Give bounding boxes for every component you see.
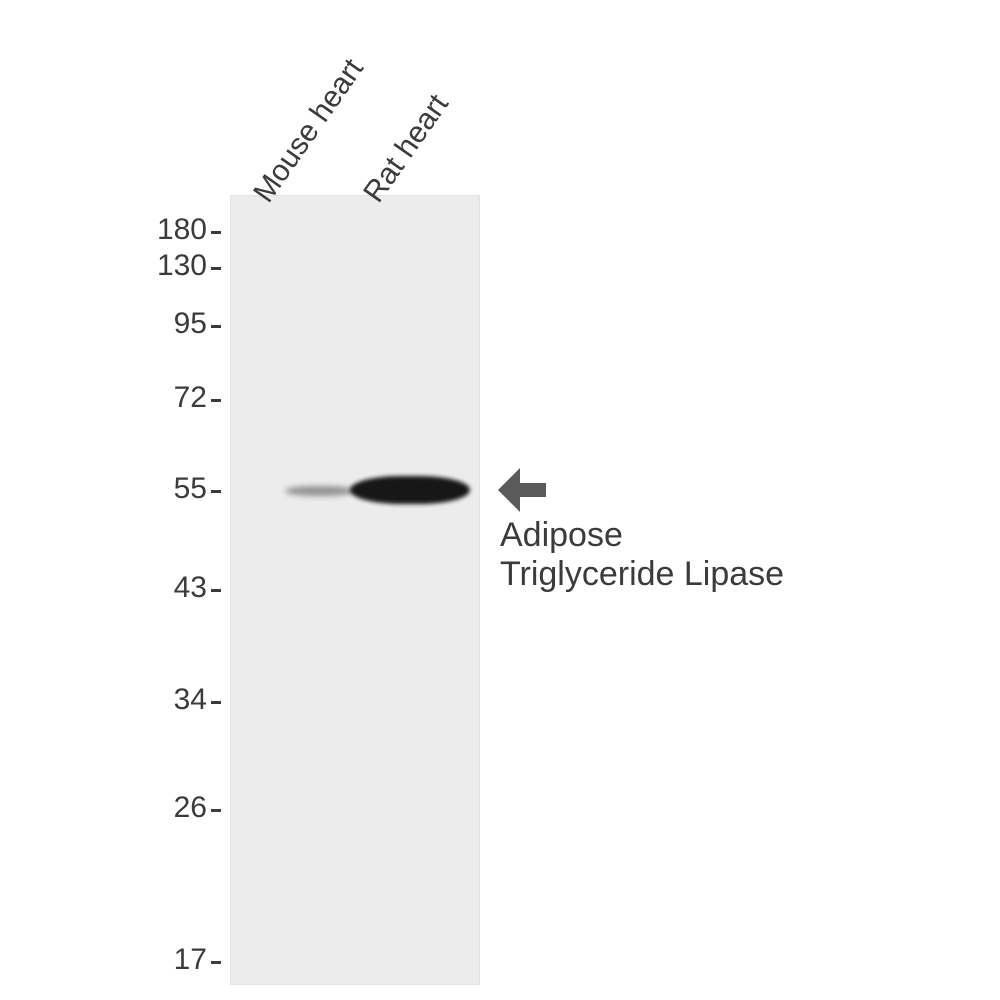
blot-membrane [230, 195, 480, 985]
mw-marker-180: 180 [157, 213, 207, 247]
mw-marker-43: 43 [174, 571, 207, 605]
mw-marker-17: 17 [174, 943, 207, 977]
arrow-body [520, 483, 546, 497]
target-protein-label: Adipose Triglyceride Lipase [500, 516, 784, 594]
band-arrow-icon [498, 468, 546, 512]
mw-tick-34 [211, 701, 221, 704]
band-lane-1 [285, 486, 355, 496]
lane-label-1: Mouse heart [247, 53, 371, 209]
mw-marker-72: 72 [174, 381, 207, 415]
lane-label-2: Rat heart [357, 88, 456, 209]
mw-tick-95 [211, 325, 221, 328]
mw-marker-55: 55 [174, 472, 207, 506]
mw-tick-130 [211, 267, 221, 270]
target-protein-label-line-1: Adipose [500, 516, 784, 555]
target-protein-label-line-2: Triglyceride Lipase [500, 555, 784, 594]
mw-marker-95: 95 [174, 307, 207, 341]
mw-tick-180 [211, 231, 221, 234]
mw-tick-26 [211, 809, 221, 812]
mw-tick-43 [211, 589, 221, 592]
band-lane-2 [350, 476, 470, 504]
arrow-head-icon [498, 468, 520, 512]
mw-marker-26: 26 [174, 791, 207, 825]
mw-tick-55 [211, 490, 221, 493]
mw-marker-130: 130 [157, 249, 207, 283]
mw-tick-72 [211, 399, 221, 402]
figure-container: { "figure": { "type": "western-blot", "c… [0, 0, 1000, 1000]
mw-tick-17 [211, 961, 221, 964]
mw-marker-34: 34 [174, 683, 207, 717]
